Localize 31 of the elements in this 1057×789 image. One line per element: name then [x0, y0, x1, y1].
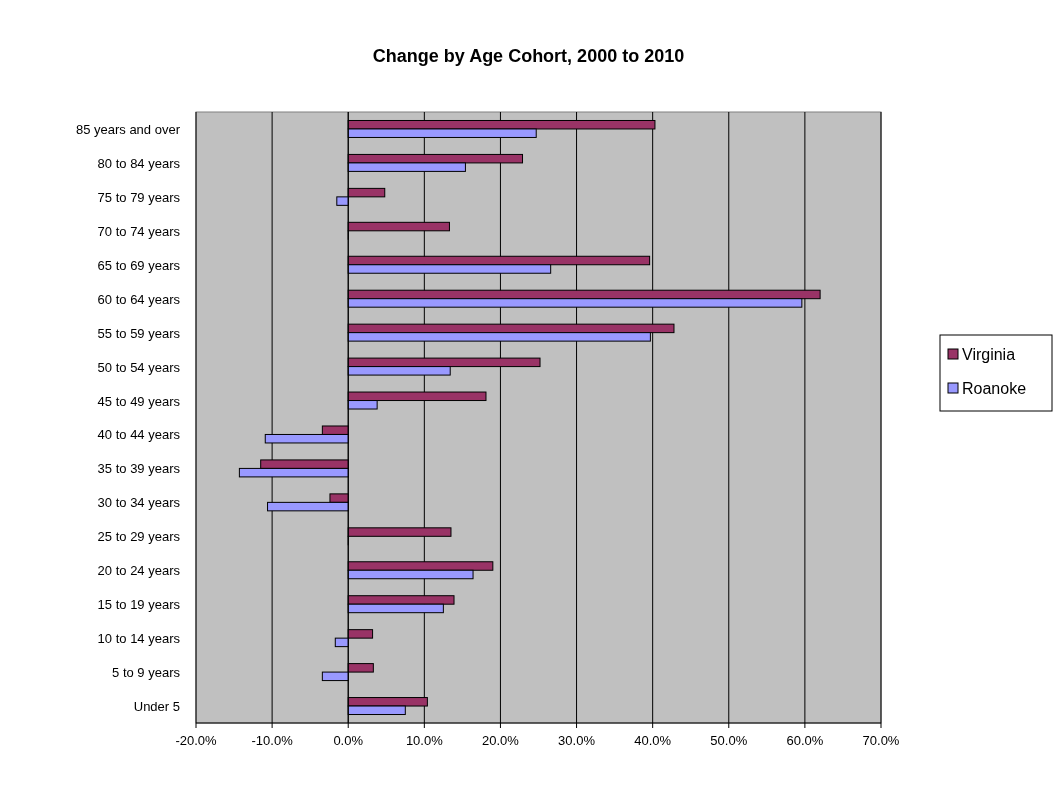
- legend-label: Roanoke: [962, 380, 1027, 397]
- y-tick-label: 10 to 14 years: [97, 631, 181, 647]
- x-tick-label: 60.0%: [786, 733, 824, 748]
- y-tick-label: 45 to 49 years: [97, 393, 181, 409]
- x-tick-label: -20.0%: [175, 733, 218, 748]
- y-tick-label: 25 to 29 years: [97, 529, 181, 545]
- y-tick-label: 40 to 44 years: [97, 427, 181, 443]
- y-tick-label: 70 to 74 years: [97, 223, 181, 239]
- x-tick-label: 10.0%: [405, 733, 444, 748]
- x-tick-label: -10.0%: [251, 733, 294, 748]
- y-tick-label: 50 to 54 years: [97, 359, 181, 375]
- y-tick-label: 30 to 34 years: [97, 495, 181, 511]
- y-tick-label: 20 to 24 years: [97, 563, 181, 579]
- y-tick-label: 80 to 84 years: [97, 155, 181, 171]
- x-tick-label: 50.0%: [710, 733, 748, 748]
- y-tick-label: 5 to 9 years: [112, 665, 181, 681]
- y-tick-label: 35 to 39 years: [97, 461, 181, 477]
- y-tick-label: 65 to 69 years: [97, 257, 181, 273]
- x-tick-label: 30.0%: [558, 733, 596, 748]
- chart-title: Change by Age Cohort, 2000 to 2010: [372, 46, 685, 66]
- y-tick-label: Under 5: [133, 699, 180, 715]
- y-tick-label: 60 to 64 years: [97, 291, 181, 307]
- x-tick-label: 70.0%: [862, 733, 900, 748]
- y-tick-label: 15 to 19 years: [97, 597, 181, 613]
- x-tick-label: 20.0%: [482, 733, 520, 748]
- legend-label: Virginia: [962, 346, 1016, 363]
- y-tick-label: 75 to 79 years: [97, 189, 181, 205]
- y-tick-label: 85 years and over: [75, 121, 181, 137]
- x-tick-label: 40.0%: [634, 733, 672, 748]
- y-tick-label: 55 to 59 years: [97, 325, 181, 341]
- x-tick-label: 0.0%: [333, 733, 364, 748]
